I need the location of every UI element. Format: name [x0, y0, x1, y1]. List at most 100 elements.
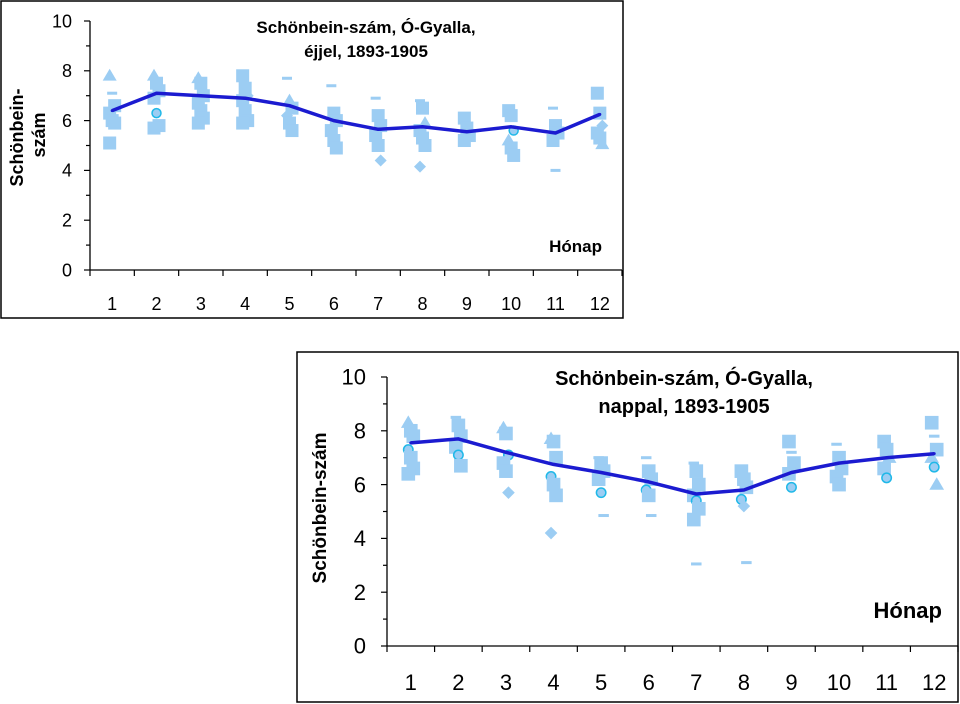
chart-day-x-tick-label: 10 [827, 670, 851, 695]
chart-night-x-tick-label: 4 [240, 294, 250, 314]
chart-night-marker-point [416, 101, 429, 115]
chart-night-ylabel: Schönbein- szám [7, 83, 49, 186]
chart-day-mean-point [409, 441, 413, 445]
chart-night-marker-point [371, 139, 385, 152]
chart-day-y-tick-label: 2 [354, 580, 366, 605]
chart-night-mean-point [243, 96, 247, 100]
chart-day-marker-point [452, 449, 464, 461]
chart-day-y-tick-label: 8 [354, 419, 366, 444]
chart-day-marker-point [787, 456, 801, 470]
chart-night-x-tick-label: 7 [373, 294, 383, 314]
chart-day-marker-point [598, 514, 609, 518]
chart-night-mean-point [554, 131, 557, 135]
chart-night-marker-point [504, 109, 518, 123]
chart-day-marker-point [689, 464, 704, 478]
chart-day-mean-point [647, 480, 651, 484]
chart-night-mean-point [421, 125, 424, 129]
chart-night-line [110, 91, 602, 135]
chart-day-marker-point [502, 486, 515, 499]
chart-day-line [409, 437, 936, 496]
chart-day-mean-point [694, 492, 698, 496]
chart-night-x-tick-label: 3 [196, 294, 206, 314]
chart-night-title-line2: éjjel, 1893-1905 [304, 42, 428, 61]
chart-day-markers [400, 415, 945, 566]
chart-night-x-tick-label: 9 [462, 294, 472, 314]
chart-night-marker-point [151, 107, 162, 119]
chart-day-mean-line [410, 437, 935, 496]
chart-day-marker-point [544, 526, 558, 540]
chart-day-x-tick-label: 6 [643, 670, 655, 695]
chart-night-marker-point [329, 141, 343, 155]
chart-day-marker-point [785, 481, 797, 493]
chart-night-x-tick-label: 12 [590, 294, 610, 314]
chart-night: Schönbein- szám Schönbein-szám, Ó-Gyalla… [0, 0, 624, 319]
chart-night-y-tick-label: 4 [62, 161, 72, 181]
chart-night-marker-point [415, 99, 425, 103]
chart-day-y-tick-label: 10 [342, 365, 366, 390]
chart-night-marker-point [548, 106, 558, 110]
chart-night-marker-point [107, 91, 118, 95]
chart-night-mean-point [598, 112, 602, 116]
chart-night-mean-point [376, 127, 380, 131]
chart-day-marker-point [782, 434, 796, 449]
chart-day-y-tick-label: 0 [354, 634, 366, 659]
chart-night-mean-line [111, 91, 601, 135]
chart-night-marker-point [550, 168, 561, 172]
chart-day-marker-point [688, 461, 700, 465]
chart-night-marker-point [194, 76, 208, 90]
chart-day-mean-point [789, 470, 793, 474]
chart-day-frame [296, 351, 959, 703]
chart-day-marker-point [741, 561, 752, 565]
chart-night-marker-point [285, 124, 299, 138]
chart-day-mean-point [837, 461, 841, 465]
chart-day-marker-point [877, 461, 891, 476]
chart-day-mean-point [456, 437, 460, 441]
chart-day-x-tick-label: 8 [738, 670, 750, 695]
chart-day-marker-point [928, 461, 940, 473]
chart-night-marker-point [324, 124, 338, 138]
chart-night-title-line1: Schönbein-szám, Ó-Gyalla, [256, 18, 475, 37]
chart-day-marker-point [595, 487, 607, 499]
chart-night-x-tick-label: 8 [417, 294, 427, 314]
chart-night-y-tick-label: 8 [62, 61, 72, 81]
chart-night-mean-point [110, 109, 114, 113]
chart-night-marker-point [590, 86, 604, 100]
chart-night-marker-point [108, 116, 122, 130]
chart-night-mean-point [465, 130, 469, 134]
chart-day-marker-point [454, 458, 468, 473]
chart-day-x-tick-label: 9 [785, 670, 797, 695]
chart-day-marker-point [549, 450, 563, 465]
chart-night-x-tick-label: 2 [151, 294, 161, 314]
chart-day-x-tick-label: 11 [875, 670, 898, 695]
chart-day-marker-point [645, 514, 657, 518]
chart-day-x-tick-label: 5 [595, 670, 607, 695]
chart-day-marker-point [831, 442, 842, 446]
chart-night-marker-point [102, 68, 117, 81]
chart-day-marker-point [546, 477, 561, 492]
chart-night-x-tick-label: 11 [546, 294, 565, 314]
chart-night-mean-point [288, 104, 291, 108]
chart-night-mean-point [509, 125, 513, 129]
chart-night-ylabel-line2: szám [29, 112, 49, 157]
chart-day-marker-point [691, 501, 706, 516]
chart-night-marker-point [370, 96, 381, 100]
chart-day-title-line2: nappal, 1893-1905 [598, 396, 769, 418]
chart-day-marker-point [641, 488, 656, 503]
chart-day-marker-point [924, 415, 939, 430]
chart-night-xlabel: Hónap [549, 237, 602, 256]
chart-day-marker-point [401, 467, 416, 481]
chart-day-y-tick-label: 4 [354, 526, 366, 551]
chart-day-y-tick-label: 6 [354, 472, 366, 497]
chart-day-marker-point [924, 450, 940, 463]
chart-night-marker-point [371, 109, 385, 123]
chart-day-title-line1: Schönbein-szám, Ó-Gyalla, [555, 366, 813, 390]
chart-day-marker-point [929, 477, 945, 490]
chart-night-x-tick-label: 10 [501, 294, 521, 314]
chart-day-mean-point [742, 488, 746, 492]
chart-night-x-tick-label: 6 [329, 294, 339, 314]
chart-day-x-tick-label: 1 [405, 670, 417, 695]
chart-night-marker-point [595, 137, 610, 150]
chart-night-ylabel-line1: Schönbein- [7, 89, 27, 187]
